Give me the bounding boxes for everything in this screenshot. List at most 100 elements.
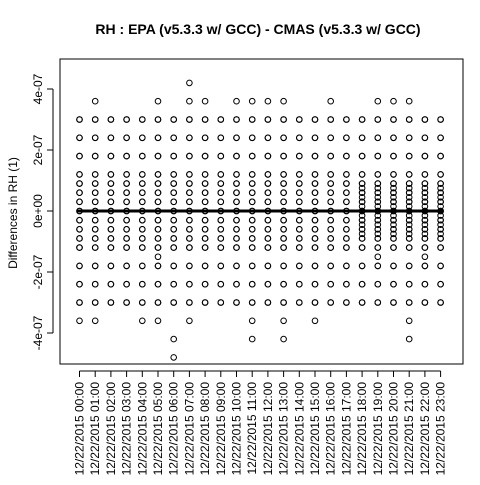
y-axis-label: Differences in RH (1): [6, 157, 20, 269]
data-point: [76, 280, 83, 288]
data-point: [264, 207, 272, 215]
data-point: [405, 299, 413, 306]
data-point: [201, 244, 209, 251]
data-point: [374, 97, 382, 105]
data-point: [343, 198, 350, 206]
data-point: [76, 134, 83, 142]
data-point: [217, 262, 225, 270]
x-tick-label: 12/22/2015 10:00: [230, 382, 244, 476]
data-point: [374, 198, 382, 206]
data-point: [186, 226, 193, 233]
data-point: [280, 152, 287, 160]
data-point: [170, 189, 177, 196]
data-point: [405, 335, 413, 343]
data-point: [327, 226, 335, 233]
data-point: [327, 189, 335, 196]
data-point: [390, 244, 397, 251]
data-point: [358, 152, 366, 160]
data-point: [296, 152, 303, 160]
data-point: [170, 216, 177, 224]
data-point: [421, 189, 429, 196]
data-point: [154, 253, 162, 261]
data-point: [91, 207, 99, 215]
data-point: [437, 193, 444, 201]
x-tick-label: 12/22/2015 08:00: [198, 382, 212, 476]
data-point: [374, 226, 382, 233]
data-point: [107, 299, 115, 306]
data-point: [217, 198, 225, 206]
data-point: [358, 189, 366, 196]
data-point: [421, 230, 429, 238]
data-point: [170, 134, 177, 142]
data-point: [248, 116, 256, 123]
data-point: [264, 244, 272, 251]
data-point: [123, 207, 130, 215]
data-point: [405, 184, 413, 192]
data-point: [437, 235, 444, 242]
data-point: [217, 280, 225, 288]
data-point: [264, 180, 272, 187]
data-point: [296, 134, 303, 142]
data-point: [374, 262, 382, 270]
data-point: [154, 317, 162, 325]
data-point: [421, 216, 429, 224]
data-point: [217, 134, 225, 142]
data-point: [296, 198, 303, 206]
data-point: [374, 221, 382, 229]
data-point: [390, 216, 397, 224]
data-point: [91, 152, 99, 160]
data-point: [327, 171, 335, 178]
data-point: [311, 317, 319, 325]
x-tick-label: 12/22/2015 19:00: [371, 382, 385, 476]
data-point: [358, 203, 366, 210]
data-point: [374, 184, 382, 192]
data-point: [91, 171, 99, 178]
x-tick-label: 12/22/2015 20:00: [387, 382, 401, 476]
data-point: [327, 116, 335, 123]
data-point: [233, 226, 240, 233]
data-point: [107, 216, 115, 224]
x-tick-label: 12/22/2015 05:00: [151, 382, 165, 476]
data-point: [186, 134, 193, 142]
data-point: [76, 317, 83, 325]
data-point: [311, 280, 319, 288]
data-point: [280, 335, 287, 343]
data-point: [233, 97, 240, 105]
data-point: [233, 216, 240, 224]
data-point: [186, 152, 193, 160]
data-point: [248, 262, 256, 270]
data-point: [390, 221, 397, 229]
data-point: [390, 262, 397, 270]
data-point: [343, 189, 350, 196]
data-point: [233, 180, 240, 187]
data-point: [343, 207, 350, 215]
data-point: [390, 134, 397, 142]
data-point: [437, 171, 444, 178]
data-point: [233, 198, 240, 206]
data-point: [123, 116, 130, 123]
data-point: [139, 226, 146, 233]
data-point: [170, 116, 177, 123]
data-point: [374, 216, 382, 224]
data-point: [390, 226, 397, 233]
data-point: [248, 171, 256, 178]
x-tick-label: 12/22/2015 00:00: [73, 382, 87, 476]
data-point: [154, 216, 162, 224]
y-tick-label: 0e+00: [31, 194, 45, 228]
data-point: [139, 262, 146, 270]
data-point: [343, 262, 350, 270]
data-point: [233, 262, 240, 270]
data-point: [311, 180, 319, 187]
data-point: [91, 116, 99, 123]
data-point: [327, 280, 335, 288]
data-point: [437, 299, 444, 306]
data-point: [343, 280, 350, 288]
data-point: [123, 171, 130, 178]
data-point: [390, 280, 397, 288]
data-point: [123, 299, 130, 306]
x-tick-label: 12/22/2015 12:00: [261, 382, 275, 476]
x-tick-label: 12/22/2015 11:00: [245, 382, 259, 475]
data-point: [437, 212, 444, 219]
data-point: [343, 180, 350, 187]
x-tick-label: 12/22/2015 18:00: [355, 382, 369, 476]
